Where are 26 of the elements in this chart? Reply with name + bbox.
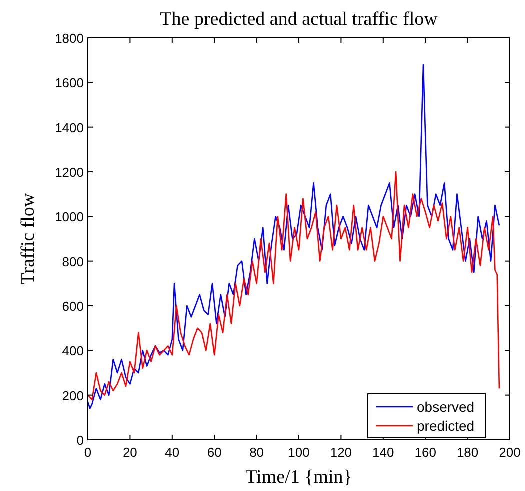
x-tick-label: 100 (288, 445, 310, 460)
y-tick-label: 800 (62, 254, 84, 270)
y-tick-label: 1800 (55, 31, 84, 46)
y-tick-label: 1400 (55, 120, 84, 136)
y-tick-label: 200 (62, 388, 84, 404)
x-tick-label: 200 (499, 445, 521, 460)
line-series (88, 171, 500, 400)
chart-title: The predicted and actual traffic flow (160, 9, 438, 30)
x-tick-label: 180 (456, 445, 479, 460)
y-axis-title: Traffic flow (18, 193, 39, 285)
x-tick-label: 60 (207, 445, 222, 460)
legend-label: predicted (417, 418, 475, 434)
x-tick-label: 40 (165, 445, 180, 460)
y-tick-label: 0 (76, 433, 84, 448)
x-tick-label: 160 (414, 445, 436, 460)
x-tick-label: 120 (330, 445, 352, 460)
x-tick-label: 80 (250, 445, 264, 460)
y-tick-label: 600 (62, 299, 84, 314)
y-tick-label: 1000 (55, 210, 84, 225)
y-tick-label: 1600 (55, 76, 84, 91)
y-tick-label: 1200 (55, 165, 84, 180)
legend-label: observed (417, 399, 475, 415)
x-axis-title: Time/1 {min} (246, 467, 352, 488)
x-tick-label: 140 (372, 445, 394, 460)
x-tick-label: 20 (122, 445, 138, 460)
y-tick-label: 400 (62, 344, 84, 359)
